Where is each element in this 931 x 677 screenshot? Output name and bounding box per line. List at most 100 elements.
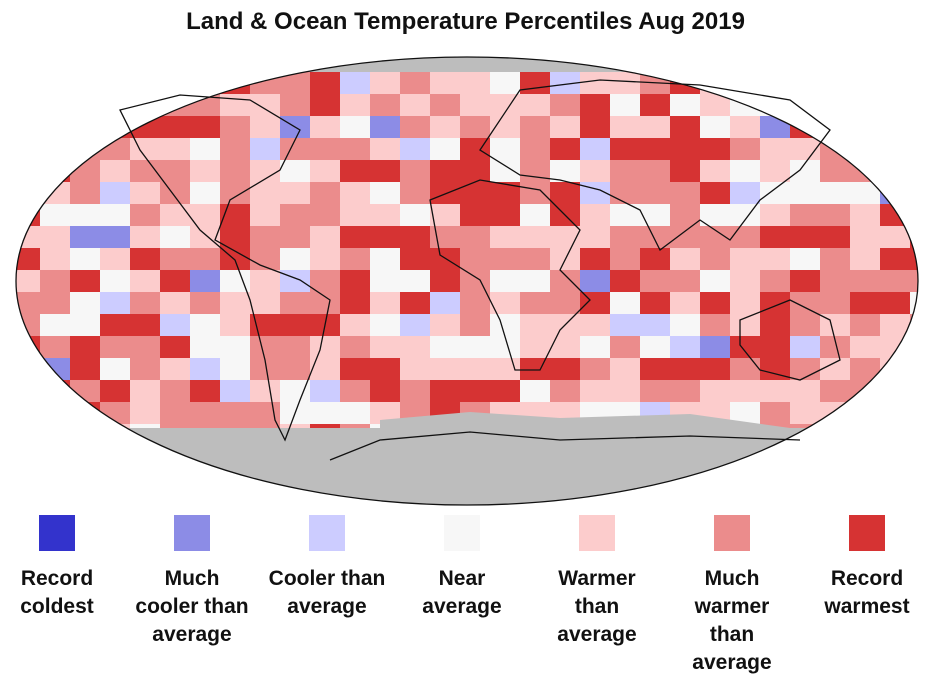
- map-cell: [70, 94, 100, 116]
- map-cell: [16, 358, 40, 380]
- map-cell: [820, 358, 850, 380]
- map-cell: [220, 358, 250, 380]
- map-cell: [700, 204, 730, 226]
- map-cell: [16, 292, 40, 314]
- map-cell: [820, 138, 850, 160]
- map-cell: [610, 204, 640, 226]
- map-cell: [340, 138, 370, 160]
- map-cell: [550, 336, 580, 358]
- map-cell: [40, 182, 70, 204]
- map-cell: [820, 116, 850, 138]
- map-cell: [160, 116, 190, 138]
- map-cell: [370, 248, 400, 270]
- map-cell: [430, 336, 460, 358]
- map-cell: [730, 204, 760, 226]
- map-cell: [460, 314, 490, 336]
- map-cell: [310, 248, 340, 270]
- map-cell: [670, 358, 700, 380]
- map-cell: [370, 380, 400, 402]
- legend-label: Cooler than average: [268, 567, 386, 618]
- map-cell: [490, 94, 520, 116]
- map-cell: [430, 314, 460, 336]
- map-cell: [760, 270, 790, 292]
- map-cell: [250, 358, 280, 380]
- map-cell: [190, 336, 220, 358]
- map-cell: [670, 292, 700, 314]
- map-cell: [460, 116, 490, 138]
- map-cell: [670, 204, 700, 226]
- map-cell: [880, 402, 910, 424]
- map-cell: [580, 380, 610, 402]
- map-cell: [130, 468, 160, 490]
- map-cell: [730, 226, 760, 248]
- map-cell: [160, 182, 190, 204]
- map-cell: [880, 72, 910, 94]
- map-cell: [580, 336, 610, 358]
- map-cell: [340, 358, 370, 380]
- map-cell: [190, 468, 220, 490]
- map-cell: [40, 292, 70, 314]
- map-cell: [310, 402, 340, 424]
- map-cell: [520, 314, 550, 336]
- map-cell: [370, 314, 400, 336]
- map-cell: [820, 248, 850, 270]
- map-cell: [700, 336, 730, 358]
- map-cell: [880, 358, 910, 380]
- map-cell: [100, 72, 130, 94]
- map-cell: [340, 204, 370, 226]
- map-cell: [880, 292, 910, 314]
- map-cell: [280, 72, 310, 94]
- map-cell: [910, 402, 918, 424]
- map-cell: [880, 138, 910, 160]
- map-cell: [700, 248, 730, 270]
- map-cell: [130, 446, 160, 468]
- map-cell: [520, 226, 550, 248]
- map-cell: [190, 204, 220, 226]
- map-cell: [400, 138, 430, 160]
- map-cell: [640, 490, 670, 505]
- map-cell: [220, 490, 250, 505]
- map-cell: [16, 490, 40, 505]
- map-cell: [70, 57, 100, 72]
- map-cell: [730, 314, 760, 336]
- map-cell: [490, 314, 520, 336]
- map-cell: [550, 94, 580, 116]
- map-cell: [550, 226, 580, 248]
- map-cell: [760, 380, 790, 402]
- map-cell: [160, 94, 190, 116]
- map-cell: [370, 204, 400, 226]
- map-cell: [40, 402, 70, 424]
- map-cell: [790, 248, 820, 270]
- map-cell: [490, 358, 520, 380]
- map-cell: [760, 314, 790, 336]
- map-cell: [760, 358, 790, 380]
- map-cell: [16, 160, 40, 182]
- map-cell: [220, 380, 250, 402]
- map-cell: [190, 116, 220, 138]
- map-cell: [460, 138, 490, 160]
- map-cell: [580, 72, 610, 94]
- map-cell: [490, 226, 520, 248]
- legend-label: Warmer than average: [557, 567, 637, 646]
- map-cell: [400, 226, 430, 248]
- map-cell: [730, 380, 760, 402]
- map-cell: [370, 72, 400, 94]
- map-cell: [130, 57, 160, 72]
- map-cell: [640, 292, 670, 314]
- map-cell: [40, 94, 70, 116]
- map-cell: [490, 204, 520, 226]
- map-cell: [310, 160, 340, 182]
- map-cell: [460, 226, 490, 248]
- map-cell: [790, 182, 820, 204]
- map-cell: [760, 490, 790, 505]
- legend-swatch: [579, 515, 615, 551]
- map-cell: [100, 446, 130, 468]
- map-cell: [160, 226, 190, 248]
- map-cell: [580, 204, 610, 226]
- map-cell: [910, 380, 918, 402]
- map-cell: [460, 72, 490, 94]
- map-cell: [40, 314, 70, 336]
- map-cell: [760, 468, 790, 490]
- coastlines: [119, 79, 841, 461]
- map-cell: [340, 270, 370, 292]
